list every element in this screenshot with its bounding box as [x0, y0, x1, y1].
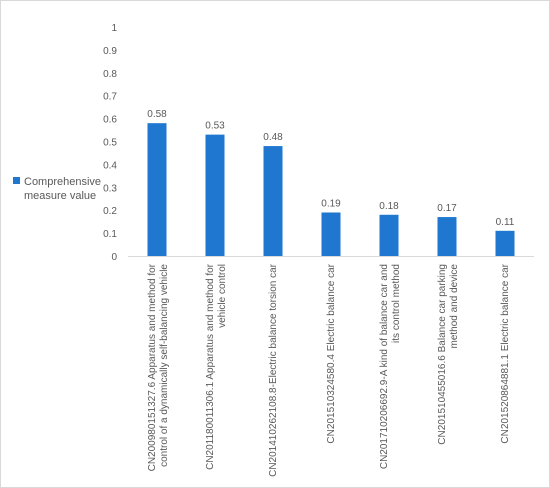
- x-category-label-line: CN201520864881.1 Electric balance car: [500, 263, 511, 443]
- y-tick-label: 1: [111, 23, 117, 34]
- x-category-label: CN201180011306.1 Apparatus and method fo…: [205, 263, 228, 470]
- y-tick-label: 0.2: [103, 206, 117, 217]
- data-label: 0.17: [437, 203, 457, 214]
- data-label: 0.53: [205, 121, 225, 132]
- x-category-label: CN201710206692.9-A kind of balance car a…: [379, 264, 402, 469]
- x-category-label: CN201510455016.6 Balance car parkingmeth…: [437, 264, 460, 445]
- x-category-label-line: CN201180011306.1 Apparatus and method fo…: [205, 263, 216, 470]
- y-tick-label: 0.7: [103, 92, 117, 103]
- data-label: 0.11: [496, 217, 515, 228]
- bar: [437, 217, 457, 256]
- legend-label-line-1: Comprehensive: [24, 176, 102, 188]
- data-label: 0.19: [321, 198, 341, 209]
- legend-label-line-2: measure value: [24, 190, 97, 202]
- data-label: 0.18: [379, 201, 399, 212]
- y-tick-label: 0.3: [103, 183, 117, 194]
- x-category-label: CN200980151327.6 Apparatus and method fo…: [147, 263, 170, 471]
- x-category-label-line: CN201510324580.4 Electric balance car: [326, 263, 337, 443]
- x-category-label-line: CN201710206692.9-A kind of balance car a…: [379, 264, 390, 469]
- data-label: 0.58: [147, 109, 167, 120]
- bar: [147, 123, 167, 257]
- x-category-label: CN201410262108.8-Electric balance torsio…: [268, 263, 279, 477]
- y-tick-label: 0.9: [103, 46, 117, 57]
- legend: Comprehensive measure value: [13, 175, 123, 203]
- bar: [379, 214, 399, 256]
- bar: [205, 134, 225, 256]
- y-tick-label: 0.5: [103, 138, 117, 149]
- x-category-label-line: control of a dynamically self-balancing …: [159, 264, 170, 467]
- y-tick-label: 0: [111, 252, 117, 263]
- x-category-label-line: CN201410262108.8-Electric balance torsio…: [268, 263, 279, 477]
- y-tick-label: 0.6: [103, 115, 117, 126]
- bar: [321, 212, 341, 256]
- x-category-label-line: its control method: [391, 264, 402, 343]
- x-category-label-line: CN200980151327.6 Apparatus and method fo…: [147, 263, 158, 471]
- x-category-label-line: vehicle control: [217, 264, 228, 328]
- y-tick-label: 0.1: [103, 229, 117, 240]
- data-label: 0.48: [263, 132, 283, 143]
- x-category-label-line: method and device: [449, 264, 460, 349]
- bar: [263, 146, 283, 256]
- legend-line-2: measure value: [13, 189, 123, 203]
- x-category-label: CN201520864881.1 Electric balance car: [500, 263, 511, 443]
- x-category-label: CN201510324580.4 Electric balance car: [326, 263, 337, 443]
- y-tick-label: 0.4: [103, 160, 117, 171]
- y-tick-label: 0.8: [103, 69, 117, 80]
- x-category-label-line: CN201510455016.6 Balance car parking: [437, 264, 448, 445]
- legend-swatch: [13, 177, 20, 184]
- bar: [495, 230, 515, 256]
- legend-line-1: Comprehensive: [13, 175, 123, 189]
